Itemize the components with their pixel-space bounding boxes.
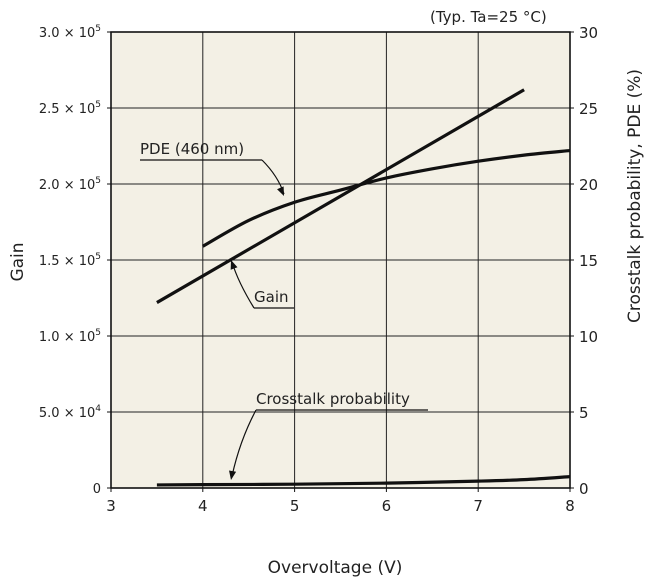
right-y-axis: 0 5 10 15 20 25 30: [570, 24, 598, 498]
series-line-crosstalk-probability: [156, 475, 571, 487]
y-left-tick-label: 1.0 × 105: [39, 328, 101, 345]
x-tick-label: 7: [473, 497, 483, 515]
y-left-tick-label: 2.0 × 105: [39, 176, 101, 193]
y-right-tick-label: 20: [579, 176, 598, 194]
series-layer: [156, 88, 571, 487]
annotations: PDE (460 nm) Gain Crosstalk probability: [140, 140, 428, 480]
x-axis-label: Overvoltage (V): [268, 558, 403, 578]
y-left-tick-label: 3.0 × 105: [39, 24, 101, 41]
y-right-tick-label: 25: [579, 100, 598, 118]
y-right-tick-label: 30: [579, 24, 598, 42]
left-y-axis: 0 5.0 × 104 1.0 × 105 1.5 × 105 2.0 × 105 2.5…: [39, 24, 111, 497]
x-tick-label: 3: [106, 497, 116, 515]
y-left-tick-label: 5.0 × 104: [39, 404, 101, 421]
y-right-tick-label: 15: [579, 252, 598, 270]
annotation-gain: Gain: [254, 288, 289, 306]
arrowhead: [229, 470, 237, 480]
left-y-axis-label: Gain: [8, 242, 28, 281]
y-right-tick-label: 0: [579, 480, 589, 498]
x-tick-label: 4: [198, 497, 208, 515]
x-tick-label: 5: [290, 497, 300, 515]
annotation-leader: [231, 409, 257, 477]
series-line-pde-460-nm: [202, 148, 571, 248]
y-right-tick-label: 10: [579, 328, 598, 346]
y-right-tick-label: 5: [579, 404, 589, 422]
annotation-crosstalk-probability: Crosstalk probability: [256, 390, 410, 408]
annotation-pde-460-nm: PDE (460 nm): [140, 140, 244, 158]
conditions-note: (Typ. Ta=25 °C): [430, 8, 547, 26]
x-tick-label: 6: [382, 497, 392, 515]
y-left-tick-label: 2.5 × 105: [39, 100, 101, 117]
arrowhead: [277, 186, 284, 196]
right-y-axis-label: Crosstalk probability, PDE (%): [625, 69, 645, 323]
y-left-tick-label: 1.5 × 105: [39, 252, 101, 269]
y-left-tick-label: 0: [93, 482, 101, 497]
x-tick-label: 8: [565, 497, 575, 515]
series-line-gain: [156, 88, 525, 304]
grid: [111, 32, 570, 488]
x-axis: 3 4 5 6 7 8: [106, 488, 575, 515]
arrowhead: [230, 260, 238, 270]
